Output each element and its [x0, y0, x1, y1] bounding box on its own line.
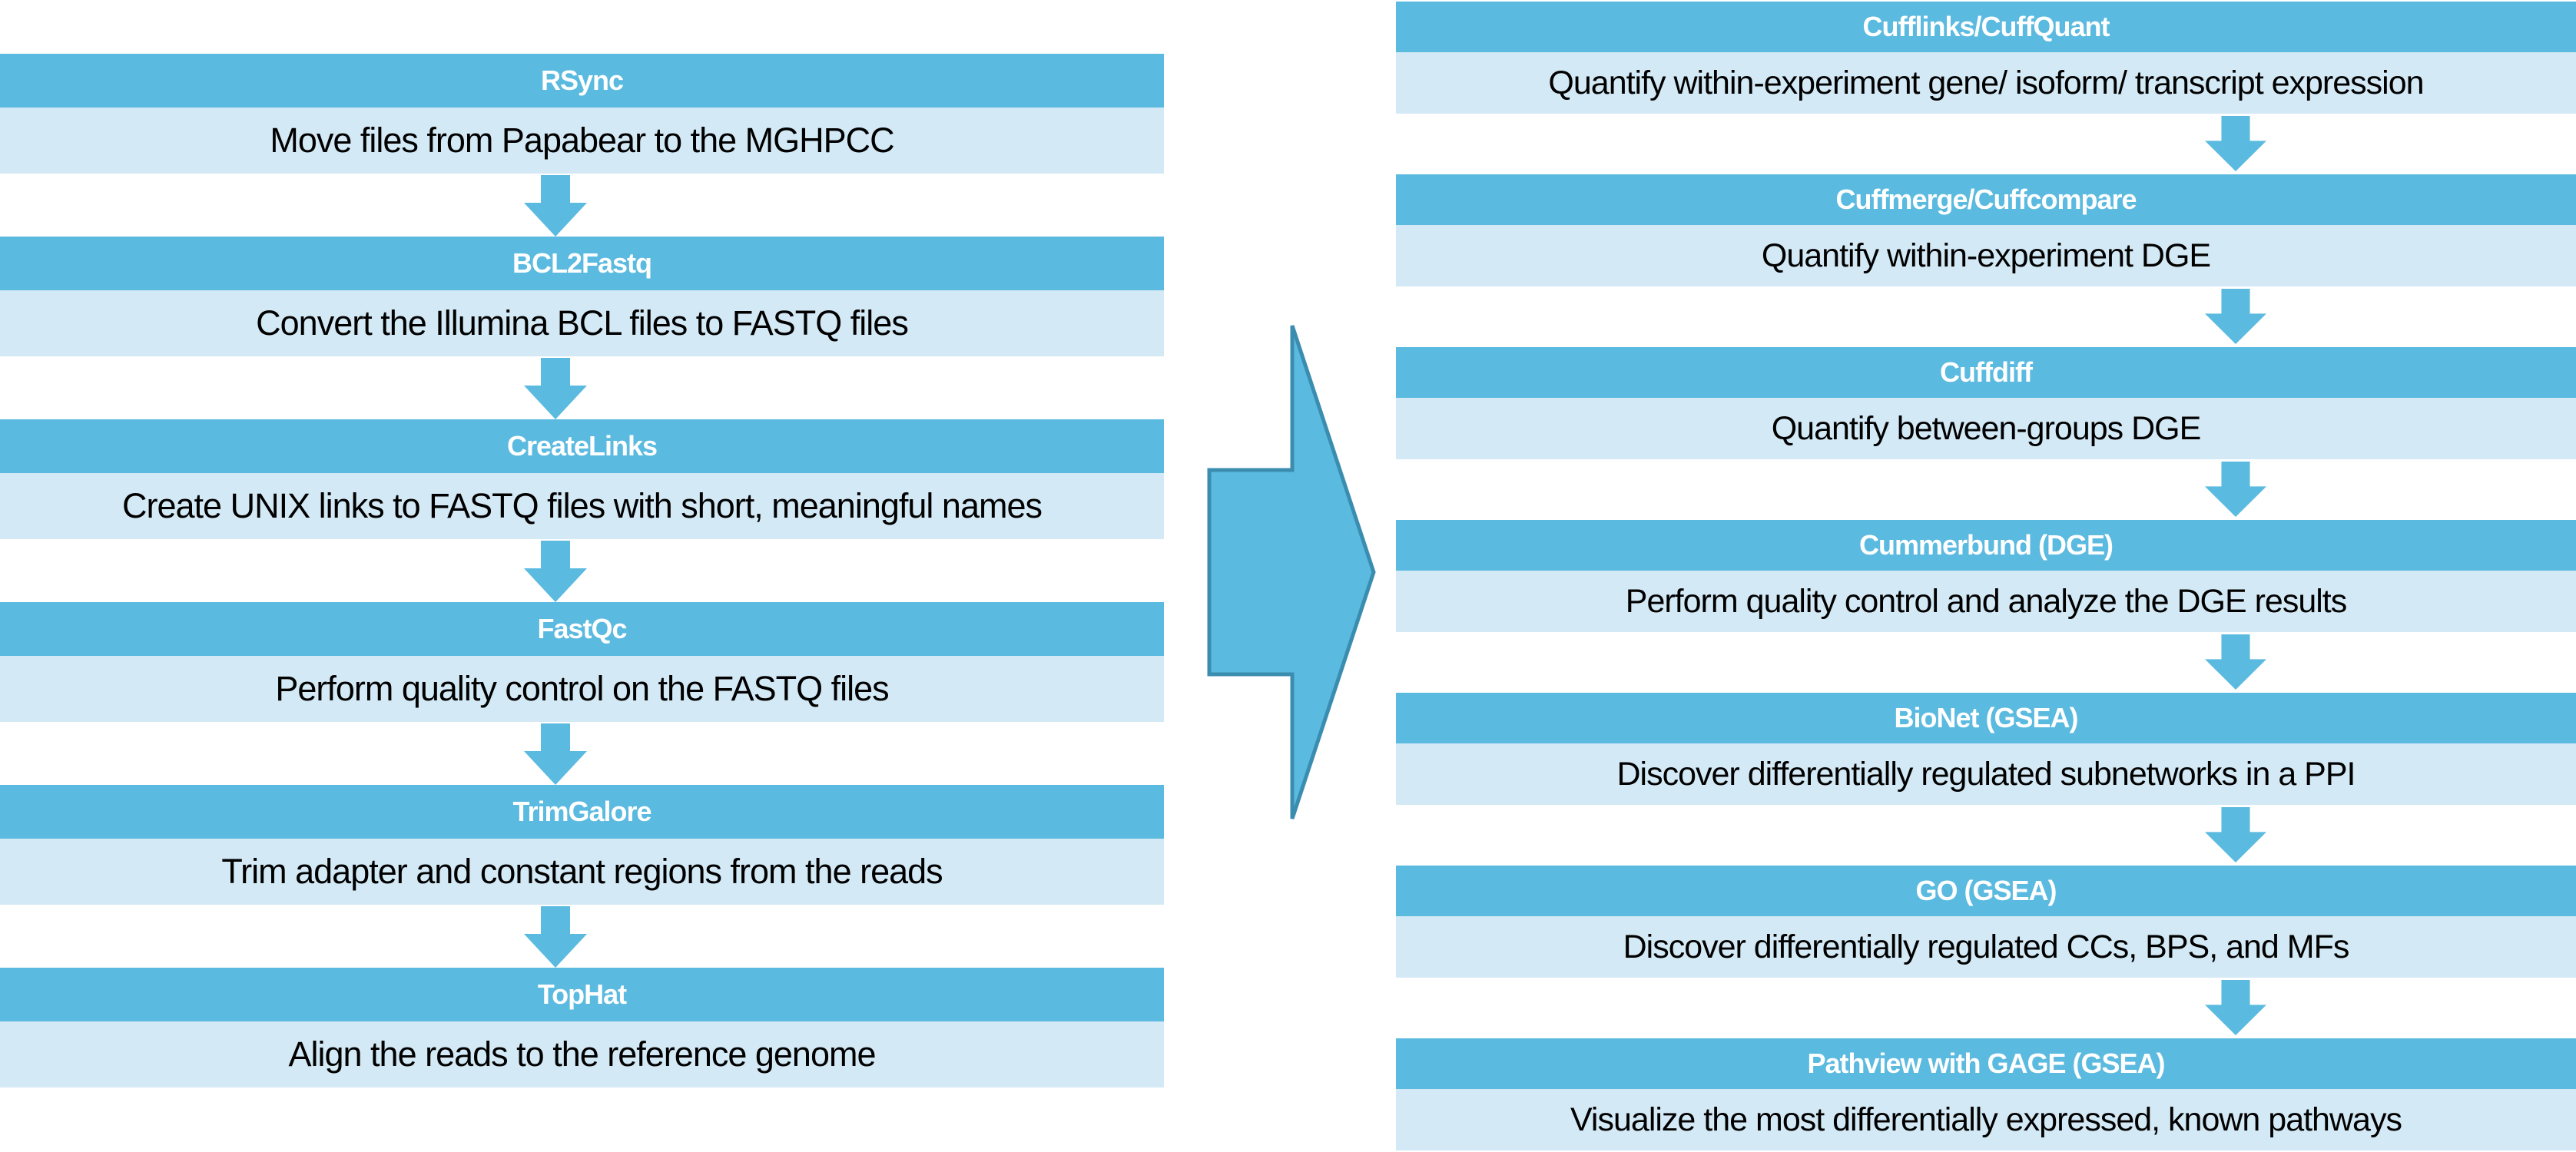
step-description: Trim adapter and constant regions from t… [0, 839, 1164, 905]
step-description: Convert the Illumina BCL files to FASTQ … [0, 290, 1164, 356]
down-arrow-icon [524, 906, 587, 968]
transition-arrow-icon [1207, 325, 1376, 819]
step-description: Create UNIX links to FASTQ files with sh… [0, 473, 1164, 539]
down-arrow-shape [524, 358, 587, 419]
down-arrow-icon [2205, 289, 2266, 344]
down-arrow-icon [524, 175, 587, 237]
step-tool-name: CreateLinks [0, 419, 1164, 473]
down-arrow-shape [524, 723, 587, 785]
down-arrow-icon [524, 541, 587, 602]
down-arrow-shape [2205, 980, 2266, 1035]
step-tool-name: BCL2Fastq [0, 237, 1164, 290]
step-description: Discover differentially regulated subnet… [1396, 743, 2576, 805]
step-tool-name: RSync [0, 54, 1164, 108]
step-description: Discover differentially regulated CCs, B… [1396, 916, 2576, 978]
down-arrow-icon [524, 723, 587, 785]
step-description: Perform quality control on the FASTQ fil… [0, 656, 1164, 722]
pipeline-step: TopHat Align the reads to the reference g… [0, 968, 1164, 1087]
pipeline-step: BioNet (GSEA) Discover differentially reg… [1396, 693, 2576, 805]
pipeline-step: Cummerbund (DGE) Perform quality control … [1396, 520, 2576, 632]
pipeline-step: CreateLinks Create UNIX links to FASTQ fi… [0, 419, 1164, 539]
down-arrow-icon [524, 358, 587, 419]
down-arrow-shape [2205, 289, 2266, 344]
step-tool-name: BioNet (GSEA) [1396, 693, 2576, 743]
step-tool-name: GO (GSEA) [1396, 866, 2576, 916]
down-arrow-icon [2205, 116, 2266, 171]
step-description: Perform quality control and analyze the … [1396, 571, 2576, 632]
pipeline-step: TrimGalore Trim adapter and constant regi… [0, 785, 1164, 905]
down-arrow-shape [2205, 634, 2266, 690]
down-arrow-shape [2205, 462, 2266, 517]
step-tool-name: Cuffmerge/Cuffcompare [1396, 174, 2576, 225]
step-description: Quantify between-groups DGE [1396, 398, 2576, 459]
pipeline-step: BCL2Fastq Convert the Illumina BCL files … [0, 237, 1164, 356]
step-description: Move files from Papabear to the MGHPCC [0, 108, 1164, 174]
step-tool-name: FastQc [0, 602, 1164, 656]
step-description: Quantify within-experiment gene/ isoform… [1396, 52, 2576, 114]
down-arrow-icon [2205, 634, 2266, 690]
transition-arrow-shape [1207, 325, 1376, 819]
pipeline-step: GO (GSEA) Discover differentially regulat… [1396, 866, 2576, 978]
down-arrow-icon [2205, 462, 2266, 517]
down-arrow-icon [2205, 807, 2266, 862]
pipeline-step: RSync Move files from Papabear to the MGH… [0, 54, 1164, 174]
step-description: Quantify within-experiment DGE [1396, 225, 2576, 286]
step-tool-name: TopHat [0, 968, 1164, 1021]
down-arrow-shape [2205, 116, 2266, 171]
step-tool-name: TrimGalore [0, 785, 1164, 839]
step-tool-name: Pathview with GAGE (GSEA) [1396, 1038, 2576, 1089]
pipeline-step: Cuffdiff Quantify between-groups DGE [1396, 347, 2576, 459]
down-arrow-shape [524, 175, 587, 237]
down-arrow-shape [524, 541, 587, 602]
step-tool-name: Cuffdiff [1396, 347, 2576, 398]
step-description: Align the reads to the reference genome [0, 1021, 1164, 1087]
pipeline-step: Cuffmerge/Cuffcompare Quantify within-exp… [1396, 174, 2576, 286]
step-tool-name: Cummerbund (DGE) [1396, 520, 2576, 571]
step-tool-name: Cufflinks/CuffQuant [1396, 2, 2576, 52]
pipeline-step: Pathview with GAGE (GSEA) Visualize the m… [1396, 1038, 2576, 1150]
down-arrow-shape [524, 906, 587, 968]
step-description: Visualize the most differentially expres… [1396, 1089, 2576, 1150]
down-arrow-icon [2205, 980, 2266, 1035]
down-arrow-shape [2205, 807, 2266, 862]
pipeline-step: Cufflinks/CuffQuant Quantify within-exper… [1396, 2, 2576, 114]
pipeline-step: FastQc Perform quality control on the FAS… [0, 602, 1164, 722]
